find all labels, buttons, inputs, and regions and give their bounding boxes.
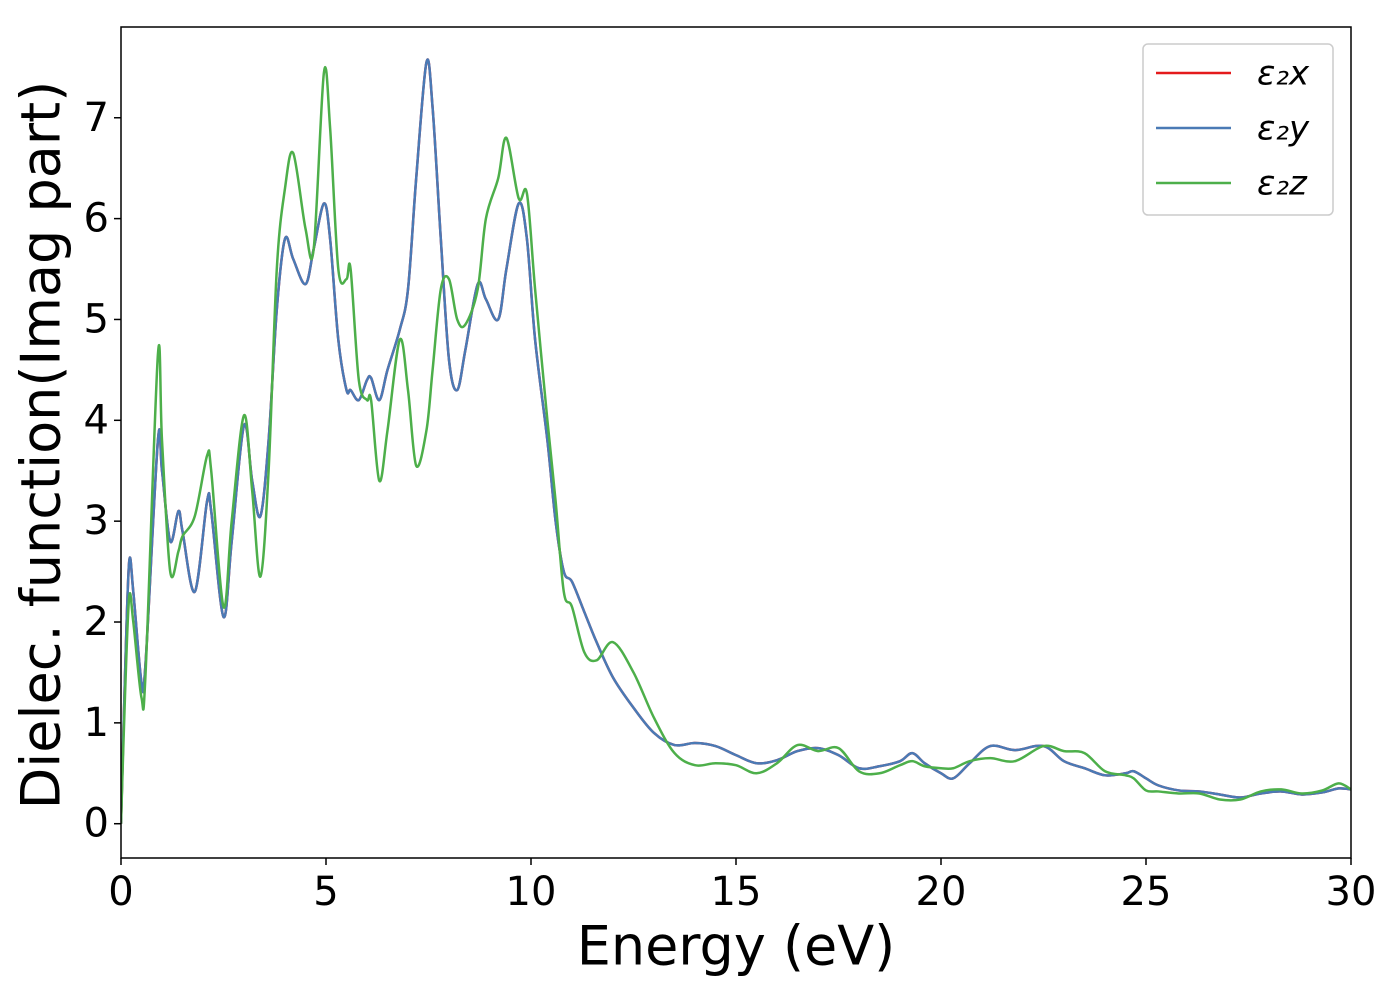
legend-label: ε₂x (1257, 54, 1310, 94)
x-axis-label: Energy (eV) (577, 915, 896, 978)
x-tick-label: 5 (313, 869, 338, 915)
y-tick-label: 4 (84, 397, 109, 443)
x-tick-label: 10 (506, 869, 557, 915)
plot-frame (120, 26, 1352, 859)
legend-label: ε₂z (1257, 164, 1308, 204)
y-tick-label: 3 (84, 498, 109, 544)
y-tick-label: 2 (84, 599, 109, 645)
x-tick-label: 0 (108, 869, 133, 915)
x-tick-label: 25 (1121, 869, 1172, 915)
x-tick-label: 20 (916, 869, 967, 915)
y-tick-label: 6 (84, 196, 109, 242)
series-line (121, 66, 1351, 824)
y-tick-label: 0 (84, 801, 109, 847)
x-tick-label: 15 (711, 869, 762, 915)
legend-label: ε₂y (1257, 109, 1310, 149)
y-tick-label: 5 (84, 296, 109, 342)
legend-box (1142, 43, 1334, 216)
y-tick-label: 7 (84, 95, 109, 141)
y-tick-label: 1 (84, 700, 109, 746)
x-tick-label: 30 (1326, 869, 1377, 915)
y-axis-label: Dielec. function(Imag part) (10, 81, 73, 810)
